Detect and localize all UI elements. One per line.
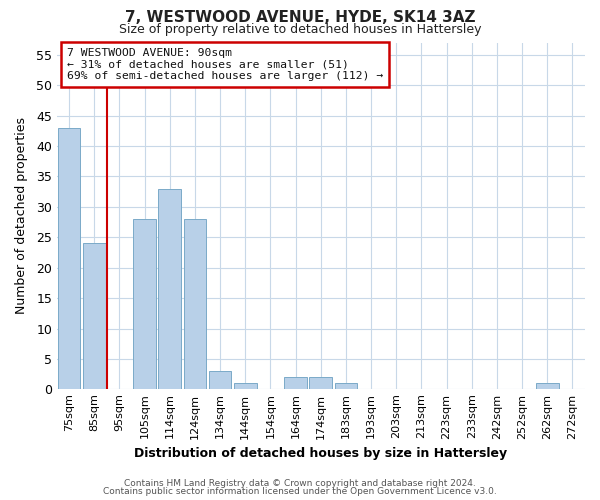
- Bar: [536, 384, 559, 390]
- Text: 7 WESTWOOD AVENUE: 90sqm
← 31% of detached houses are smaller (51)
69% of semi-d: 7 WESTWOOD AVENUE: 90sqm ← 31% of detach…: [67, 48, 383, 81]
- Text: 7, WESTWOOD AVENUE, HYDE, SK14 3AZ: 7, WESTWOOD AVENUE, HYDE, SK14 3AZ: [125, 10, 475, 25]
- Bar: [184, 219, 206, 390]
- Text: Contains HM Land Registry data © Crown copyright and database right 2024.: Contains HM Land Registry data © Crown c…: [124, 478, 476, 488]
- Bar: [209, 371, 232, 390]
- Bar: [133, 219, 156, 390]
- X-axis label: Distribution of detached houses by size in Hattersley: Distribution of detached houses by size …: [134, 447, 508, 460]
- Y-axis label: Number of detached properties: Number of detached properties: [15, 118, 28, 314]
- Text: Size of property relative to detached houses in Hattersley: Size of property relative to detached ho…: [119, 22, 481, 36]
- Bar: [158, 188, 181, 390]
- Bar: [234, 384, 257, 390]
- Bar: [58, 128, 80, 390]
- Bar: [310, 377, 332, 390]
- Bar: [83, 244, 106, 390]
- Bar: [335, 384, 357, 390]
- Bar: [284, 377, 307, 390]
- Text: Contains public sector information licensed under the Open Government Licence v3: Contains public sector information licen…: [103, 487, 497, 496]
